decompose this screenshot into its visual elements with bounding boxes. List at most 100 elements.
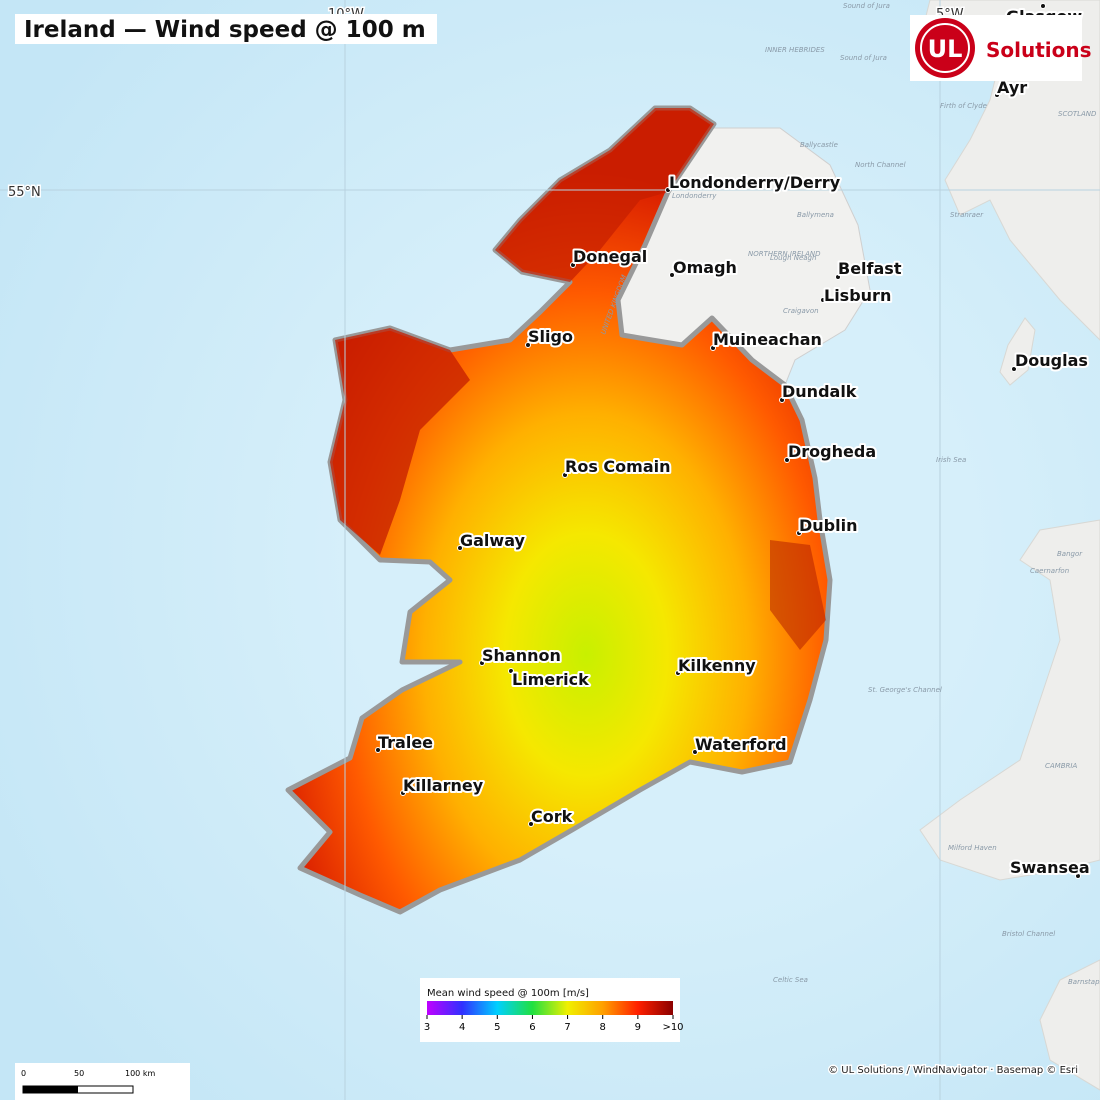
city-dot — [994, 92, 1000, 98]
lat-label: 55°N — [8, 185, 41, 200]
legend-tick-label: 4 — [459, 1022, 465, 1033]
logo-ring — [920, 23, 970, 73]
basemap-label: Firth of Clyde — [940, 102, 987, 110]
legend-tick-label: 7 — [564, 1022, 570, 1033]
basemap-label: NORTHERN IRELAND — [748, 250, 821, 258]
city-label: Omagh — [673, 258, 737, 277]
basemap-label: Ballycastle — [800, 141, 838, 149]
scale-bar-segment — [23, 1086, 78, 1093]
title: Ireland — Wind speed @ 100 m — [24, 17, 426, 43]
wind-high-wicklow — [770, 540, 826, 650]
logo-text: Solutions — [986, 38, 1092, 62]
scale-label: 50 — [74, 1069, 84, 1078]
title-box — [15, 14, 437, 44]
city-dot — [835, 274, 841, 280]
legend-tick-label: 6 — [529, 1022, 535, 1033]
city-dot — [692, 749, 698, 755]
city-label: Limerick — [512, 670, 589, 689]
basemap-label: Craigavon — [783, 307, 819, 315]
city-label: Dublin — [799, 516, 857, 535]
basemap-label: Lough Neagh — [770, 254, 816, 262]
logo-circle — [915, 18, 975, 78]
land-wales — [919, 519, 1100, 881]
basemap-label: North Channel — [855, 161, 906, 169]
city-label: Sligo — [528, 327, 573, 346]
city-label: Ros Comain — [565, 457, 670, 476]
scale-label: 100 km — [125, 1069, 155, 1078]
city-label: Douglas — [1015, 351, 1088, 370]
city-dot — [508, 668, 514, 674]
city-label: Ayr — [997, 78, 1027, 97]
city-dot — [400, 790, 406, 796]
legend-tick-label: 8 — [600, 1022, 606, 1033]
legend-tick-label: 9 — [635, 1022, 641, 1033]
city-label: Belfast — [838, 259, 902, 278]
city-dot — [1075, 873, 1081, 879]
basemap-label: St. George's Channel — [868, 686, 942, 694]
city-label: Waterford — [695, 735, 787, 754]
land-isle-of-man — [999, 317, 1036, 386]
city-dot — [457, 545, 463, 551]
city-label: Swansea — [1010, 858, 1090, 877]
basemap-label: SCOTLAND — [1058, 110, 1097, 118]
city-dot — [375, 747, 381, 753]
city-dot — [562, 472, 568, 478]
basemap-label: Bristol Channel — [1002, 930, 1055, 938]
city-dot — [820, 297, 826, 303]
city-dot — [710, 345, 716, 351]
city-dot — [784, 457, 790, 463]
legend-ticks: 3 4 5 6 7 8 9 >10 — [424, 1015, 684, 1033]
city-label: Londonderry/Derry — [669, 173, 841, 192]
city-dot — [1040, 3, 1046, 9]
basemap-label: Stranraer — [950, 211, 984, 219]
land-devon — [1039, 959, 1100, 1091]
city-dot — [779, 397, 785, 403]
city-dot — [570, 262, 576, 268]
city-dot — [525, 342, 531, 348]
city-label: Tralee — [378, 733, 433, 752]
basemap-label: Irish Sea — [936, 456, 966, 464]
basemap-label: Ballymena — [797, 211, 834, 219]
city-label: Drogheda — [788, 442, 876, 461]
city-label: Dundalk — [782, 382, 857, 401]
basemap-label: Milford Haven — [948, 844, 997, 852]
scale-box — [15, 1063, 190, 1100]
basemap-label: Bangor — [1057, 550, 1083, 558]
city-dot — [669, 272, 675, 278]
logo-mark: UL — [928, 35, 963, 63]
wind-raster — [285, 105, 833, 915]
city-label: Galway — [460, 531, 526, 550]
city-dot — [665, 187, 671, 193]
city-label: Cork — [531, 807, 573, 826]
basemap-label: Sound of Jura — [843, 2, 890, 10]
city-dot — [479, 660, 485, 666]
attribution: © UL Solutions / WindNavigator · Basemap… — [828, 1065, 1078, 1076]
wind-high-donegal — [495, 108, 714, 282]
city-label: Shannon — [482, 646, 561, 665]
basemap-label: Caernarfon — [1030, 567, 1069, 575]
city-label: Killarney — [403, 776, 484, 795]
basemap-label: INNER HEBRIDES — [765, 46, 825, 54]
basemap-label: Celtic Sea — [773, 976, 808, 984]
legend-tick-label: >10 — [662, 1022, 683, 1033]
city-label: Muineachan — [713, 330, 822, 349]
basemap-label: Barnstaple — [1068, 978, 1100, 986]
city-dot — [528, 821, 534, 827]
wind-high-west — [330, 328, 470, 555]
legend-title: Mean wind speed @ 100m [m/s] — [427, 988, 589, 999]
basemap-labels: Sound of Jura INNER HEBRIDES Sound of Jura… — [599, 2, 1100, 986]
legend-tick-label: 3 — [424, 1022, 430, 1033]
city-label: Donegal — [573, 247, 647, 266]
city-label: Kilkenny — [678, 656, 756, 675]
legend-tick-label: 5 — [494, 1022, 500, 1033]
city-dot — [675, 670, 681, 676]
basemap-label: CAMBRIA — [1045, 762, 1077, 770]
basemap-label: Londonderry — [672, 192, 717, 200]
city-dot — [1011, 366, 1017, 372]
basemap-label: Sound of Jura — [840, 54, 887, 62]
city-dot — [796, 530, 802, 536]
scale-label: 0 — [21, 1069, 26, 1078]
city-label: Lisburn — [824, 286, 891, 305]
